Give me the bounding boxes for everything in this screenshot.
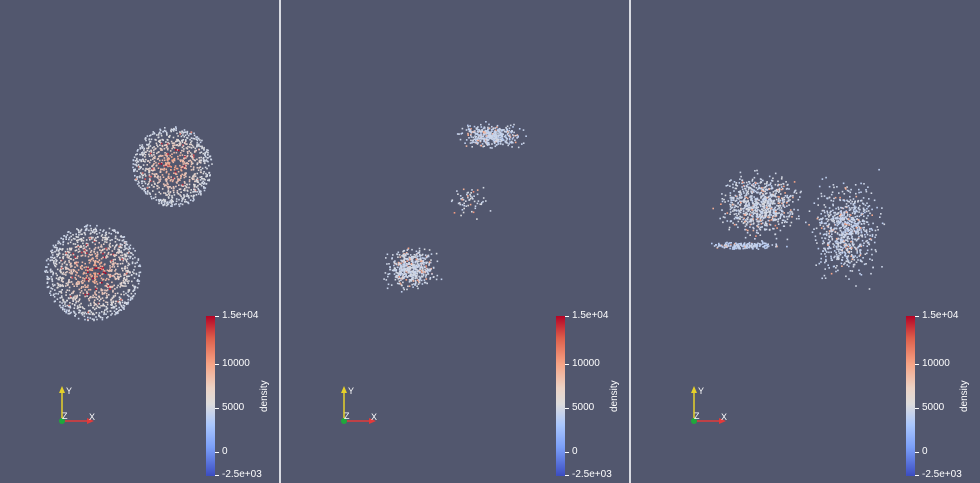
point-cloud (383, 121, 527, 293)
colorbar-gradient (906, 316, 915, 476)
axis-z-label: Z (344, 411, 350, 421)
colorbar-min-label: -2.5e+03 (572, 469, 612, 480)
axis-x-label: X (721, 412, 727, 422)
axis-y-label: Y (66, 386, 72, 396)
colorbar-title: density (259, 380, 270, 412)
axis-x-label: X (89, 412, 95, 422)
orientation-axes: Y X Z (336, 384, 386, 433)
colorbar-gradient (206, 316, 215, 476)
axis-y-label: Y (698, 386, 704, 396)
colorbar-title: density (959, 380, 970, 412)
colorbar-label-0: 0 (222, 446, 228, 457)
density-colorbar: 1.5e+04 10000 5000 0 -2.5e+03 density (206, 311, 279, 483)
colorbar-title: density (609, 380, 620, 412)
colorbar-label-5000: 5000 (572, 402, 595, 413)
point-cloud (44, 126, 213, 322)
orientation-axes: Y X Z (686, 384, 736, 433)
colorbar-label-10000: 10000 (572, 358, 600, 369)
view-divider[interactable] (629, 0, 631, 483)
density-colorbar: 1.5e+04 10000 5000 0 -2.5e+03 density (906, 311, 980, 483)
colorbar-max-label: 1.5e+04 (222, 310, 259, 321)
render-view-1[interactable]: 1.5e+04 10000 5000 0 -2.5e+03 density Y X… (0, 0, 279, 483)
view-divider[interactable] (279, 0, 281, 483)
colorbar-max-label: 1.5e+04 (922, 310, 959, 321)
colorbar-label-5000: 5000 (922, 402, 945, 413)
colorbar-label-10000: 10000 (222, 358, 250, 369)
point-cloud (711, 168, 886, 290)
density-colorbar: 1.5e+04 10000 5000 0 -2.5e+03 density (556, 311, 629, 483)
axis-y-label: Y (348, 386, 354, 396)
colorbar-max-label: 1.5e+04 (572, 310, 609, 321)
colorbar-label-0: 0 (922, 446, 928, 457)
colorbar-label-5000: 5000 (222, 402, 245, 413)
axis-z-label: Z (694, 411, 700, 421)
colorbar-min-label: -2.5e+03 (222, 469, 262, 480)
colorbar-min-label: -2.5e+03 (922, 469, 962, 480)
colorbar-label-0: 0 (572, 446, 578, 457)
axis-x-label: X (371, 412, 377, 422)
colorbar-label-10000: 10000 (922, 358, 950, 369)
colorbar-gradient (556, 316, 565, 476)
orientation-axes: Y X Z (54, 384, 104, 433)
render-view-3[interactable]: 1.5e+04 10000 5000 0 -2.5e+03 density Y X… (631, 0, 980, 483)
render-view-2[interactable]: 1.5e+04 10000 5000 0 -2.5e+03 density Y X… (281, 0, 629, 483)
axis-z-label: Z (62, 411, 68, 421)
